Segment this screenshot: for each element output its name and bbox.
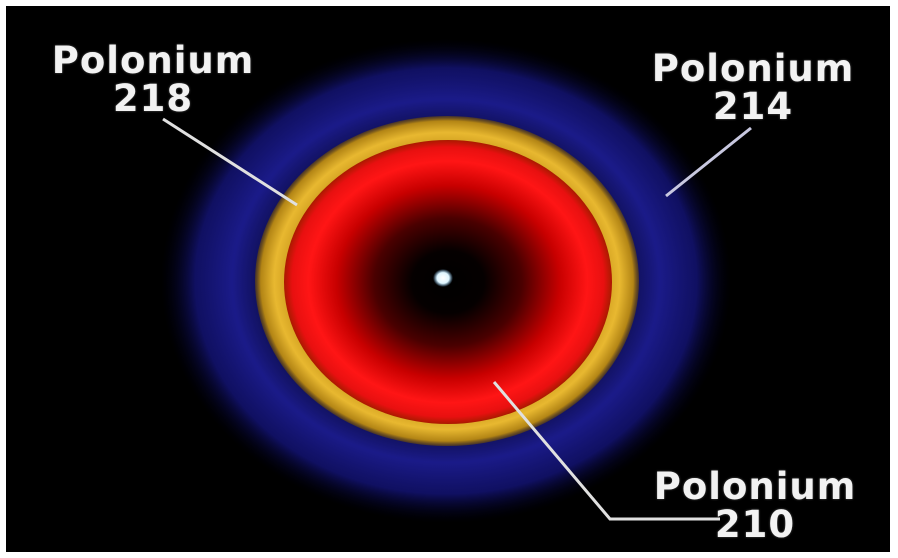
po214-label-number: 214 <box>712 85 794 128</box>
po218-label-name: Polonium <box>51 39 255 82</box>
po210-label: Polonium 210 <box>620 468 890 544</box>
halo-diagram: Polonium 218 Polonium 214 Polonium 210 <box>6 6 890 552</box>
po210-leader-line <box>492 381 720 521</box>
po218-leader-line <box>162 117 298 207</box>
center-grain <box>433 269 453 287</box>
po214-label-name: Polonium <box>651 47 855 90</box>
po218-label-number: 218 <box>112 77 194 120</box>
halo-graphic <box>161 39 752 523</box>
po210-label-name: Polonium <box>653 465 857 508</box>
po214-label: Polonium 214 <box>618 50 888 126</box>
po218-label: Polonium 218 <box>18 42 288 118</box>
po214-leader-line <box>665 126 752 198</box>
po210-label-number: 210 <box>714 503 796 546</box>
